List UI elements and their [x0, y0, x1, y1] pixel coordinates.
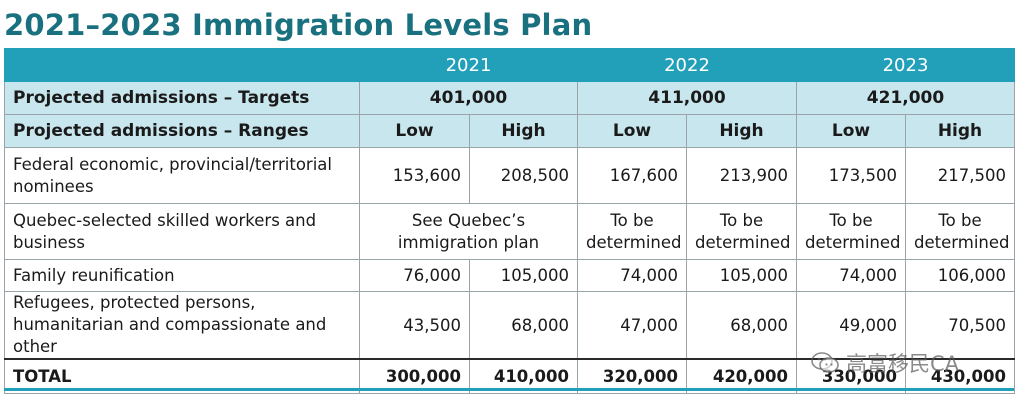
table-cell: 208,500	[469, 147, 578, 204]
table-cell: To be determined	[686, 203, 797, 260]
year-2022-header: 2022	[577, 48, 797, 82]
table-cell: 43,500	[359, 291, 470, 360]
range-high-2021: High	[469, 114, 578, 148]
table-cell: 74,000	[577, 259, 687, 292]
table-cell: 153,600	[359, 147, 470, 204]
ranges-row: Projected admissions – Ranges Low High L…	[4, 114, 1015, 148]
year-2021-header: 2021	[359, 48, 578, 82]
table-row: Family reunification 76,000 105,000 74,0…	[4, 259, 1015, 292]
targets-label: Projected admissions – Targets	[4, 81, 360, 115]
table-cell: 167,600	[577, 147, 687, 204]
row-label: Quebec-selected skilled workers and busi…	[4, 203, 360, 260]
table-cell: To be determined	[905, 203, 1015, 260]
table-row: Federal economic, provincial/territorial…	[4, 147, 1015, 204]
year-2023-header: 2023	[796, 48, 1015, 82]
targets-row: Projected admissions – Targets 401,000 4…	[4, 81, 1015, 115]
target-2023: 421,000	[796, 81, 1015, 115]
total-cell: 320,000	[577, 358, 687, 394]
range-low-2023: Low	[796, 114, 906, 148]
table-cell: 173,500	[796, 147, 906, 204]
table-cell: 217,500	[905, 147, 1015, 204]
row-label: Refugees, protected persons, humanitaria…	[4, 291, 360, 360]
table-row: Quebec-selected skilled workers and busi…	[4, 203, 1015, 260]
table-cell: 68,000	[469, 291, 578, 360]
page-title: 2021–2023 Immigration Levels Plan	[4, 8, 593, 42]
table-cell: 105,000	[686, 259, 797, 292]
table-cell: 70,500	[905, 291, 1015, 360]
total-cell: 300,000	[359, 358, 470, 394]
total-row: TOTAL 300,000 410,000 320,000 420,000 33…	[4, 358, 1015, 394]
year-header-blank	[4, 48, 360, 82]
table-bottom-rule	[4, 388, 1014, 391]
table-row: Refugees, protected persons, humanitaria…	[4, 291, 1015, 360]
table-cell: 213,900	[686, 147, 797, 204]
table-cell: 74,000	[796, 259, 906, 292]
table-cell: 105,000	[469, 259, 578, 292]
total-label: TOTAL	[4, 358, 360, 394]
row-label: Family reunification	[4, 259, 360, 292]
total-cell: 430,000	[905, 358, 1015, 394]
year-header-row: 2021 2022 2023	[4, 48, 1015, 82]
table-cell: To be determined	[577, 203, 687, 260]
table-cell: 49,000	[796, 291, 906, 360]
target-2022: 411,000	[577, 81, 797, 115]
range-high-2022: High	[686, 114, 797, 148]
range-low-2022: Low	[577, 114, 687, 148]
table-cell: See Quebec’s immigration plan	[359, 203, 578, 260]
table-cell: 76,000	[359, 259, 470, 292]
ranges-label: Projected admissions – Ranges	[4, 114, 360, 148]
range-high-2023: High	[905, 114, 1015, 148]
row-label: Federal economic, provincial/territorial…	[4, 147, 360, 204]
table-cell: To be determined	[796, 203, 906, 260]
range-low-2021: Low	[359, 114, 470, 148]
table-cell: 106,000	[905, 259, 1015, 292]
target-2021: 401,000	[359, 81, 578, 115]
immigration-levels-table: 2021 2022 2023 Projected admissions – Ta…	[4, 48, 1015, 394]
table-cell: 68,000	[686, 291, 797, 360]
table-cell: 47,000	[577, 291, 687, 360]
